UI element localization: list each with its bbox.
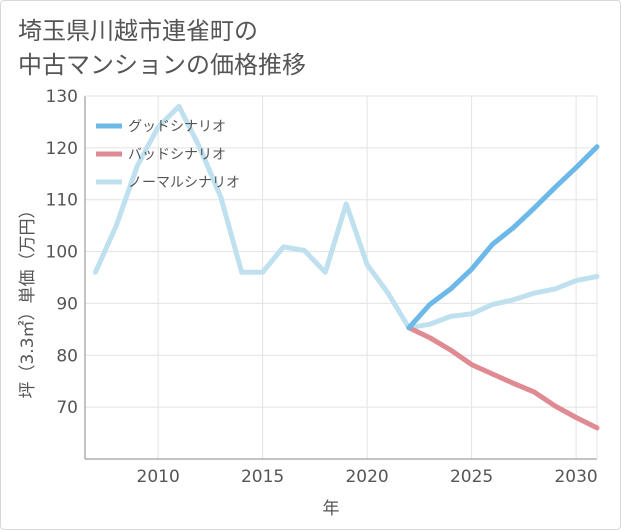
bad-scenario-line (406, 325, 600, 431)
series-layer (92, 103, 600, 431)
x-tick-2025: 2025 (450, 467, 493, 487)
legend-label-good-scenario: グッドシナリオ (128, 119, 226, 135)
legend-label-bad-scenario: バッドシナリオ (128, 147, 226, 163)
x-tick-2020: 2020 (345, 467, 388, 487)
y-tick-130: 130 (46, 87, 78, 107)
x-tick-2030: 2030 (554, 467, 597, 487)
normal-scenario-line (92, 103, 600, 331)
y-tick-70: 70 (56, 398, 78, 418)
legend-label-normal-scenario: ノーマルシナリオ (128, 175, 240, 191)
y-tick-110: 110 (46, 191, 78, 211)
y-tick-100: 100 (46, 243, 78, 263)
y-axis-title: 坪（3.3㎡）単価（万円） (18, 201, 38, 398)
chart-title: 埼玉県川越市連雀町の 中古マンションの価格推移 (18, 14, 438, 82)
tick-labels: 70 80 90 100 110 120 130 2010 2015 2020 2025 2030 (46, 87, 598, 487)
y-tick-120: 120 (46, 139, 78, 159)
axes (84, 95, 598, 460)
x-axis-title: 年 (323, 499, 340, 519)
x-tick-2015: 2015 (241, 467, 284, 487)
y-tick-90: 90 (56, 294, 78, 314)
x-tick-2010: 2010 (137, 467, 180, 487)
y-tick-80: 80 (56, 346, 78, 366)
title-line-1: 埼玉県川越市連雀町の (18, 17, 258, 45)
good-scenario-line (406, 144, 600, 331)
title-line-2: 中古マンションの価格推移 (18, 51, 306, 79)
